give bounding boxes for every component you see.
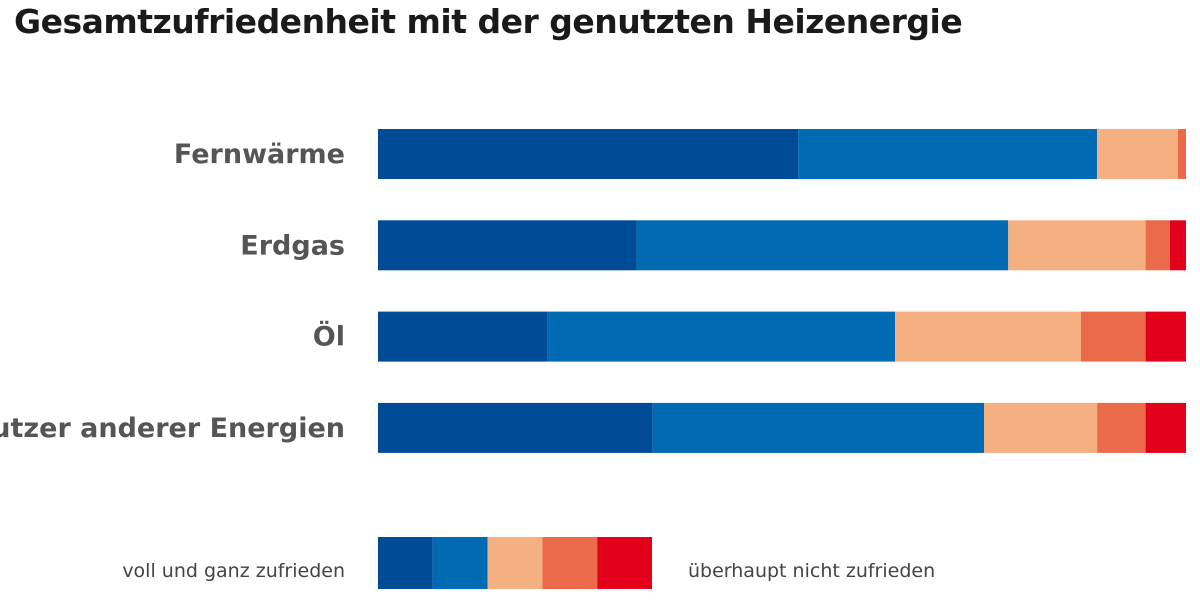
legend-swatch	[432, 537, 488, 589]
bar-segment	[547, 311, 896, 362]
bar-segment	[378, 129, 799, 179]
bar-segment	[895, 311, 1081, 362]
category-label: Erdgas	[240, 230, 345, 261]
bar-segment	[636, 220, 1009, 271]
bars-group	[378, 129, 1186, 453]
legend-high-label: überhaupt nicht zufrieden	[688, 560, 936, 582]
category-labels: Fernwärme Erdgas Öl Nutzer anderer Energien	[0, 139, 345, 444]
bar-segment	[1097, 402, 1146, 453]
bar-segment	[1008, 220, 1146, 271]
legend-swatch	[597, 537, 652, 589]
bar-segment	[1177, 129, 1186, 179]
category-label: Öl	[313, 320, 345, 353]
category-label: Nutzer anderer Energien	[0, 413, 345, 444]
bar-segment	[1080, 311, 1146, 362]
category-label: Fernwärme	[174, 139, 345, 170]
legend-swatch	[542, 537, 598, 589]
bar-segment	[378, 311, 548, 362]
legend-low-label: voll und ganz zufrieden	[122, 560, 345, 582]
bar-segment	[1169, 220, 1186, 271]
bar-segment	[1145, 220, 1170, 271]
bar-segment	[1097, 129, 1178, 179]
legend-swatch	[378, 537, 433, 589]
bar-segment	[378, 220, 637, 271]
bar-segment	[378, 402, 653, 453]
bar-segment	[798, 129, 1098, 179]
bar-segment	[984, 402, 1098, 453]
bar-segment	[1145, 311, 1186, 362]
legend-swatches	[378, 537, 652, 589]
bar-segment	[652, 402, 984, 453]
bar-segment	[1145, 402, 1186, 453]
legend-swatch	[487, 537, 543, 589]
chart-title: Gesamtzufriedenheit mit der genutzten He…	[14, 2, 963, 41]
